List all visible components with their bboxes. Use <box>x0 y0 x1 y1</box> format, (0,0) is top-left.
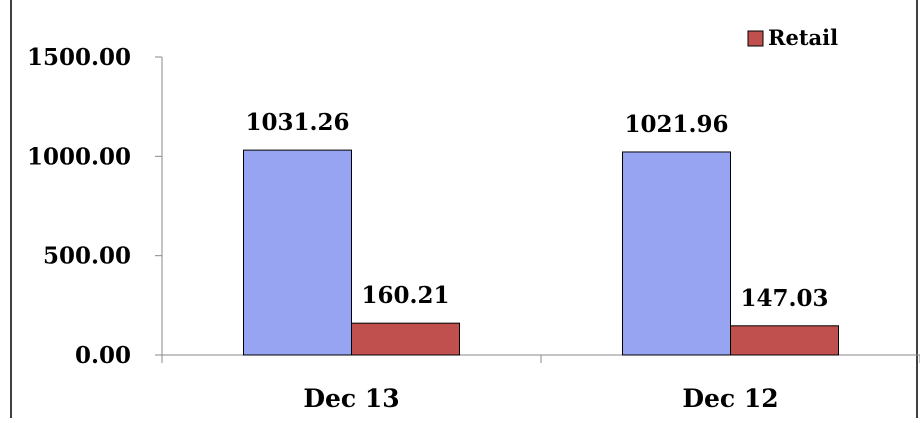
y-tick-label: 500.00 <box>43 243 131 270</box>
bar <box>351 322 460 356</box>
bar <box>622 151 731 356</box>
y-tick-label: 0.00 <box>75 342 131 369</box>
legend-label-retail: Retail <box>768 25 838 50</box>
x-category-label: Dec 12 <box>682 384 778 413</box>
bar <box>243 149 352 356</box>
value-labels: 1031.26 160.21 1021.96 147.03 <box>245 109 828 312</box>
bar-value-label: 1031.26 <box>245 109 349 136</box>
axes: 0.00 500.00 1000.00 1500.00 Dec 13 Dec 12 <box>27 44 920 413</box>
y-tick-label: 1500.00 <box>27 44 131 71</box>
bars <box>243 149 839 356</box>
x-category-label: Dec 13 <box>303 384 399 413</box>
legend: Retail <box>747 25 838 50</box>
bar <box>730 325 839 356</box>
legend-swatch-retail <box>747 30 764 47</box>
bar-value-label: 1021.96 <box>624 111 728 138</box>
bar-value-label: 147.03 <box>740 285 828 312</box>
y-tick-label: 1000.00 <box>27 143 131 170</box>
bar-value-label: 160.21 <box>361 282 449 309</box>
